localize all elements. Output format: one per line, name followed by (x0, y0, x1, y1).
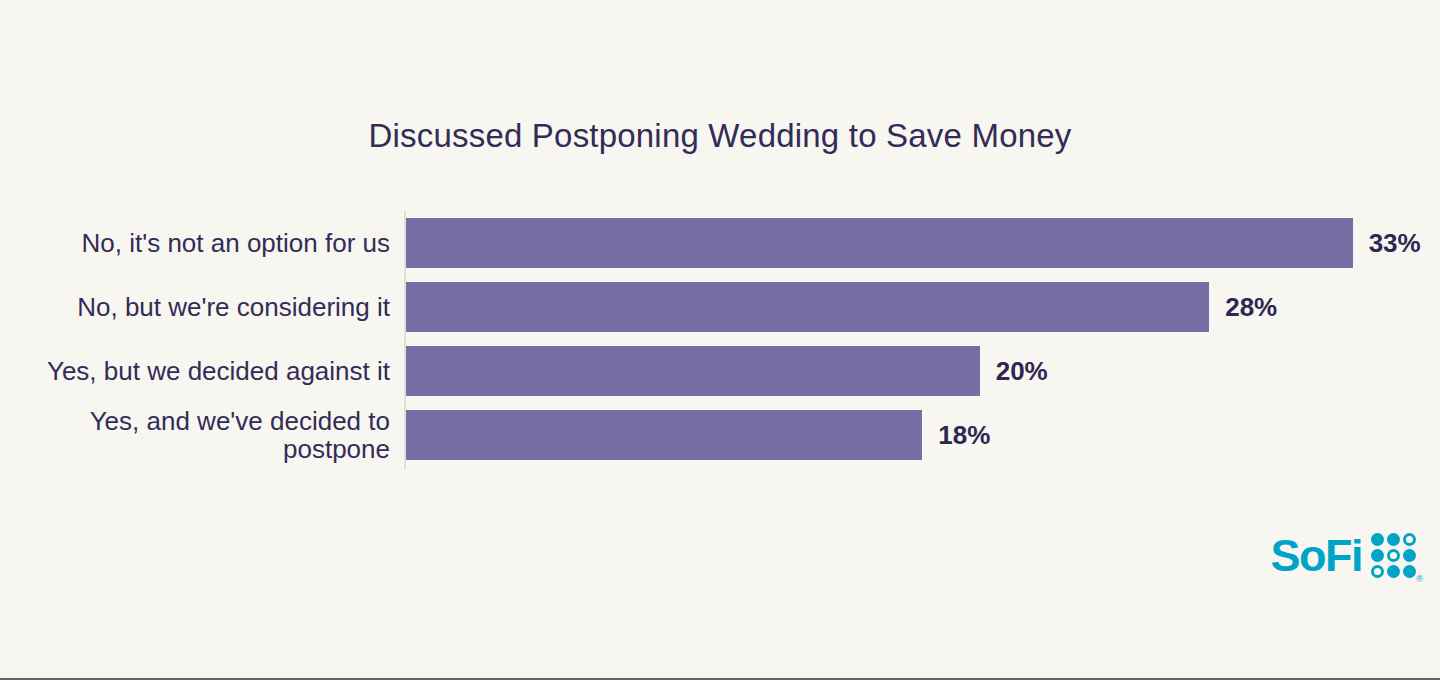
infographic-frame: Discussed Postponing Wedding to Save Mon… (0, 0, 1440, 680)
bar (406, 218, 1353, 268)
bar-value-label: 28% (1225, 292, 1277, 323)
bar-row: Yes, and we've decided to postpone 18% (0, 410, 1410, 460)
sofi-wordmark: SoFi (1271, 533, 1363, 578)
bar-value-label: 20% (996, 356, 1048, 387)
bar-value-label: 33% (1369, 228, 1421, 259)
logo-dot-filled (1387, 565, 1400, 578)
logo-dot-ring (1387, 549, 1400, 562)
logo-dot-ring (1371, 565, 1384, 578)
bar-track: 20% (406, 346, 1410, 396)
sofi-dot-grid-icon: ® (1371, 533, 1416, 578)
registered-trademark-mark: ® (1416, 574, 1423, 584)
logo-dot-filled (1387, 533, 1400, 546)
bar-row: No, it's not an option for us 33% (0, 218, 1410, 268)
category-label: Yes, but we decided against it (0, 357, 404, 385)
bar-track: 33% (406, 218, 1410, 268)
sofi-logo: SoFi ® (1271, 533, 1417, 578)
chart-title: Discussed Postponing Wedding to Save Mon… (0, 116, 1440, 156)
bar (406, 282, 1209, 332)
bar (406, 410, 922, 460)
bar-row: No, but we're considering it 28% (0, 282, 1410, 332)
logo-dot-filled (1371, 533, 1384, 546)
bar-track: 18% (406, 410, 1410, 460)
bar-chart: No, it's not an option for us 33% No, bu… (0, 218, 1410, 460)
bar-value-label: 18% (938, 420, 990, 451)
bar-row: Yes, but we decided against it 20% (0, 346, 1410, 396)
category-label: No, but we're considering it (0, 293, 404, 321)
category-label: No, it's not an option for us (0, 229, 404, 257)
logo-dot-filled (1403, 565, 1416, 578)
logo-dot-filled (1371, 549, 1384, 562)
logo-dot-ring (1403, 533, 1416, 546)
logo-dot-filled (1403, 549, 1416, 562)
category-label: Yes, and we've decided to postpone (0, 407, 404, 463)
bar (406, 346, 980, 396)
bar-track: 28% (406, 282, 1410, 332)
